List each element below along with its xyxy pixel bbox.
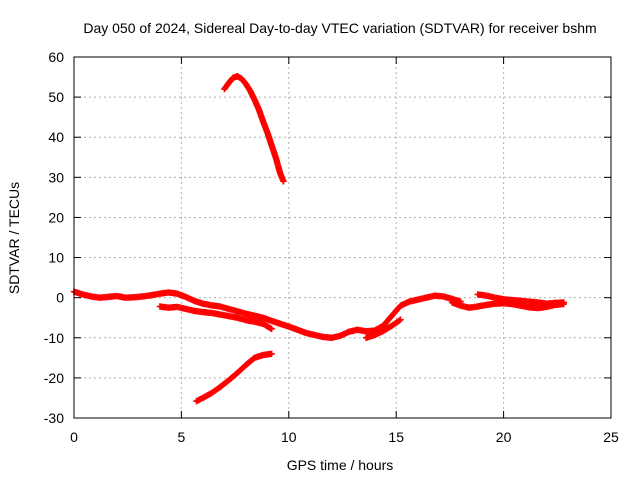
data-point — [280, 178, 287, 185]
y-tick-labels: -30 -20 -10 0 10 20 30 40 50 60 — [44, 49, 64, 426]
data-points — [70, 73, 567, 405]
series-lower-branch — [156, 303, 275, 333]
y-tick-label: -20 — [44, 370, 64, 386]
series-arc-high — [221, 73, 287, 185]
series-main-trace — [70, 288, 464, 341]
chart-title: Day 050 of 2024, Sidereal Day-to-day VTE… — [83, 20, 596, 36]
data-point — [397, 316, 404, 323]
series-mid-branch — [362, 316, 404, 341]
data-point — [560, 299, 567, 306]
y-tick-label: 0 — [56, 290, 64, 306]
x-tick-label: 5 — [178, 429, 186, 445]
data-point-interp — [396, 317, 403, 324]
x-axis-title: GPS time / hours — [287, 457, 394, 473]
y-tick-label: 40 — [48, 129, 64, 145]
grid-lines — [74, 57, 611, 418]
plot-frame — [73, 56, 612, 419]
y-tick-label: -10 — [44, 330, 64, 346]
x-tick-label: 15 — [388, 429, 404, 445]
x-tick-label: 0 — [70, 429, 78, 445]
series-arc-low — [193, 350, 275, 405]
y-tick-label: 10 — [48, 250, 64, 266]
data-point — [268, 350, 275, 358]
data-point — [268, 325, 275, 333]
x-tick-label: 20 — [496, 429, 512, 445]
y-axis-title: SDTVAR / TECUs — [6, 182, 22, 294]
y-tick-label: 20 — [48, 209, 64, 225]
y-tick-label: -30 — [44, 410, 64, 426]
y-tick-label: 60 — [48, 49, 64, 65]
axis-ticks — [73, 56, 612, 419]
x-tick-label: 25 — [603, 429, 619, 445]
x-tick-label: 10 — [281, 429, 297, 445]
y-tick-label: 50 — [48, 89, 64, 105]
series-right-upper — [474, 291, 567, 307]
y-tick-label: 30 — [48, 169, 64, 185]
x-tick-labels: 0 5 10 15 20 25 — [70, 429, 619, 445]
